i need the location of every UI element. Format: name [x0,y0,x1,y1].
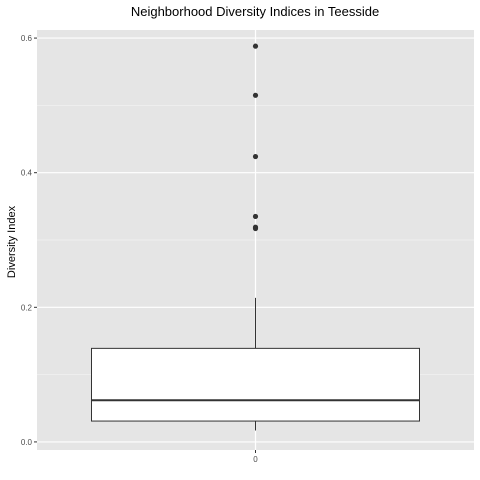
chart-title: Neighborhood Diversity Indices in Teessi… [131,4,379,19]
y-axis-label: Diversity Index [6,205,18,278]
outlier-point [252,153,259,160]
boxplot-group [91,43,420,431]
outlier-point [252,213,259,220]
y-tick-label: 0.0 [21,438,33,447]
gridlines [37,30,474,450]
box [91,347,420,422]
x-axis: 0 [253,450,258,464]
outlier-point [252,225,259,232]
x-tick-label: 0 [253,455,258,464]
outlier-point [252,92,259,98]
y-tick-label: 0.6 [21,34,33,43]
y-tick-label: 0.2 [21,303,33,312]
outlier-point [252,43,259,49]
y-tick-label: 0.4 [21,169,33,178]
y-axis: 0.0 0.2 0.4 0.6 [21,34,37,447]
